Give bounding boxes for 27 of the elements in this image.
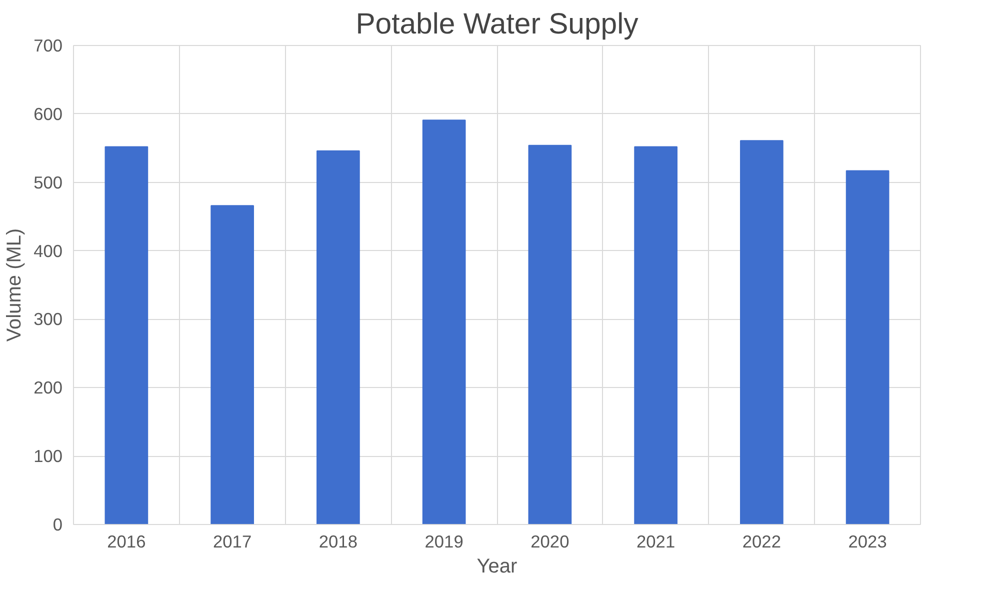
x-tick-label: 2017: [213, 532, 252, 552]
x-tick-label: 2016: [107, 532, 146, 552]
bar: [210, 205, 254, 524]
y-tick-label: 700: [34, 36, 63, 56]
y-tick-label: 500: [34, 172, 63, 192]
y-tick-label: 100: [34, 446, 63, 466]
x-tick-label: 2023: [848, 532, 887, 552]
x-tick-label: 2021: [636, 532, 676, 552]
y-tick-label: 600: [34, 104, 63, 124]
x-tick-label: 2020: [530, 532, 570, 552]
bar: [422, 120, 466, 524]
bar: [846, 170, 890, 524]
chart-title: Potable Water Supply: [356, 8, 639, 40]
y-tick-label: 400: [34, 240, 63, 261]
bar: [316, 150, 360, 524]
y-tick-label: 0: [52, 514, 63, 534]
x-tick-label: 2022: [742, 532, 781, 552]
y-tick-label: 300: [34, 309, 63, 330]
bar: [104, 146, 148, 524]
y-axis-title: Volume (ML): [4, 228, 26, 342]
x-tick-label: 2019: [424, 532, 464, 552]
x-tick-label: 2018: [318, 532, 358, 552]
bar: [528, 144, 572, 524]
y-tick-label: 200: [34, 378, 63, 398]
bar: [634, 146, 678, 524]
bar: [740, 140, 784, 524]
x-axis-title: Year: [476, 556, 518, 578]
